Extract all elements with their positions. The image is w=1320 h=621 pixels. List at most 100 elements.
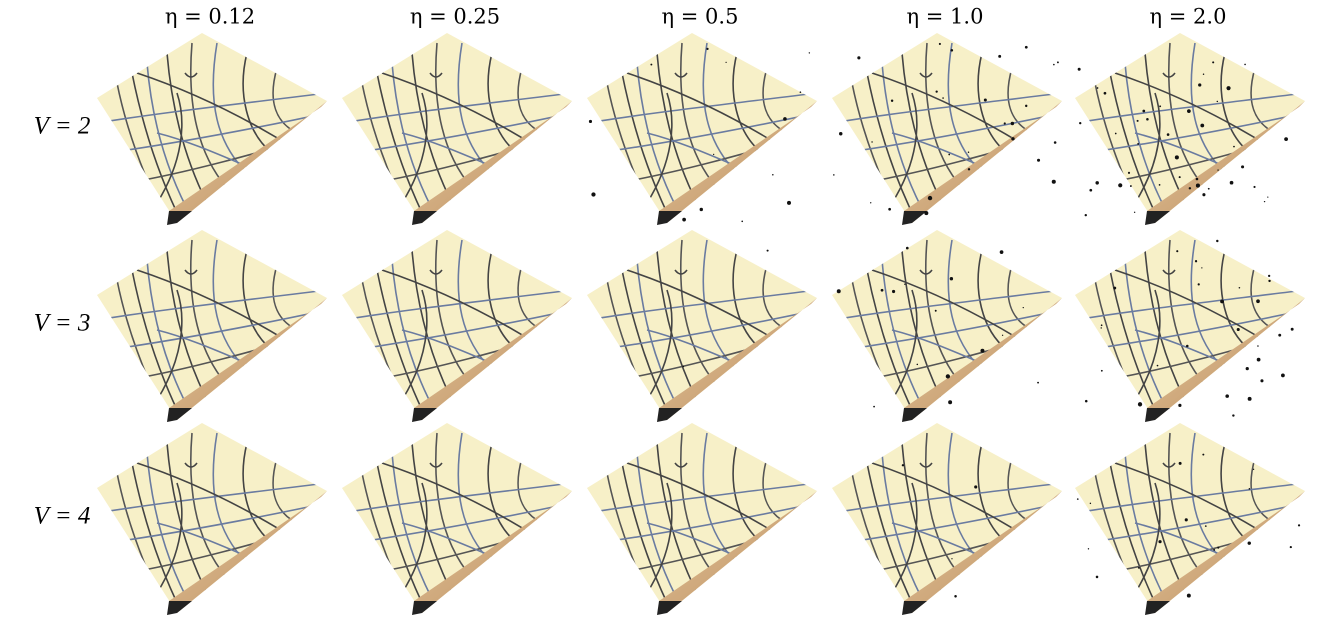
column-label: η = 1.0 xyxy=(907,5,984,29)
artifact xyxy=(1249,488,1251,490)
artifact xyxy=(1115,133,1117,135)
artifact xyxy=(968,151,969,152)
artifact xyxy=(800,91,802,93)
artifact xyxy=(1186,345,1189,348)
rendered-image xyxy=(587,230,817,422)
artifact xyxy=(1264,201,1265,202)
artifact xyxy=(942,97,944,99)
artifact xyxy=(951,49,954,52)
artifact xyxy=(1257,358,1261,362)
artifact xyxy=(1189,187,1191,189)
artifact xyxy=(591,192,595,196)
artifact xyxy=(1284,137,1288,141)
artifact xyxy=(1268,275,1270,277)
artifact xyxy=(1241,165,1244,168)
artifact xyxy=(873,406,875,408)
artifact xyxy=(1212,61,1214,63)
artifact xyxy=(650,64,652,66)
artifact xyxy=(1195,260,1197,262)
artifact xyxy=(682,365,684,367)
artifact xyxy=(1233,146,1235,148)
artifact xyxy=(1011,122,1014,125)
artifact xyxy=(1078,68,1081,71)
rendered-image xyxy=(832,423,1062,615)
artifact xyxy=(1000,250,1004,254)
artifact xyxy=(682,218,686,222)
rendered-image xyxy=(97,230,327,422)
rendered-image xyxy=(587,33,817,225)
artifact xyxy=(1023,307,1024,308)
artifact xyxy=(948,154,950,156)
artifact xyxy=(1248,541,1251,544)
artifact xyxy=(1159,184,1161,186)
rendered-image xyxy=(342,423,572,615)
artifact xyxy=(1146,118,1149,121)
artifact xyxy=(1179,176,1181,178)
artifact xyxy=(1104,92,1107,95)
artifact xyxy=(974,485,977,488)
artifact xyxy=(1278,334,1281,337)
artifact xyxy=(1217,547,1219,549)
artifact xyxy=(1128,172,1130,174)
rendered-image xyxy=(97,33,327,225)
artifact xyxy=(1205,525,1207,527)
artifact xyxy=(1253,469,1254,470)
rendered-image xyxy=(1075,230,1305,422)
rendered-image xyxy=(832,230,1062,422)
artifact xyxy=(1230,181,1234,185)
artifact xyxy=(1096,576,1099,579)
artifact xyxy=(1185,518,1188,521)
artifact xyxy=(1142,110,1145,113)
artifact xyxy=(1220,299,1224,303)
artifact xyxy=(892,290,895,293)
artifact xyxy=(1178,404,1181,407)
artifact xyxy=(1088,548,1089,549)
artifact xyxy=(700,208,703,211)
page: {"figure": { "columns": ["η = 0.12", "η … xyxy=(0,0,1320,617)
artifact xyxy=(1225,394,1229,398)
artifact xyxy=(839,132,842,135)
artifact xyxy=(1037,159,1040,162)
artifact xyxy=(1198,83,1201,86)
artifact xyxy=(1202,193,1205,196)
artifact xyxy=(1101,327,1102,328)
artifact xyxy=(1237,328,1240,331)
artifact xyxy=(1002,335,1003,336)
artifact xyxy=(998,55,1001,58)
artifact xyxy=(1095,181,1098,184)
artifact xyxy=(1248,397,1252,401)
rendered-image xyxy=(1075,423,1305,615)
artifact xyxy=(837,289,841,293)
artifact xyxy=(1138,402,1142,406)
rendered-image xyxy=(587,423,817,615)
row-label: V = 2 xyxy=(34,113,91,140)
artifact xyxy=(928,196,932,200)
artifact xyxy=(1085,214,1087,216)
artifact xyxy=(1260,379,1263,382)
artifact xyxy=(906,247,909,250)
row-label: V = 3 xyxy=(34,310,91,337)
artifact xyxy=(1187,594,1191,598)
artifact xyxy=(1217,101,1218,102)
artifact xyxy=(783,117,787,121)
artifact xyxy=(1217,169,1218,170)
artifact xyxy=(1090,503,1091,504)
artifact xyxy=(870,202,871,203)
artifact xyxy=(1239,287,1241,289)
artifact xyxy=(1113,287,1116,290)
artifact xyxy=(1208,188,1210,190)
artifact xyxy=(935,310,937,312)
column-label: η = 0.5 xyxy=(662,5,739,29)
artifact xyxy=(1187,109,1191,113)
row-label: V = 4 xyxy=(34,503,91,530)
artifact xyxy=(888,208,891,211)
artifact xyxy=(1291,328,1294,331)
artifact xyxy=(589,120,592,123)
artifact xyxy=(713,154,714,155)
artifact xyxy=(1137,143,1139,145)
artifact xyxy=(950,277,953,280)
artifact xyxy=(951,558,952,559)
artifact xyxy=(772,174,774,176)
artifact xyxy=(1054,141,1057,144)
artifact xyxy=(1267,196,1268,197)
